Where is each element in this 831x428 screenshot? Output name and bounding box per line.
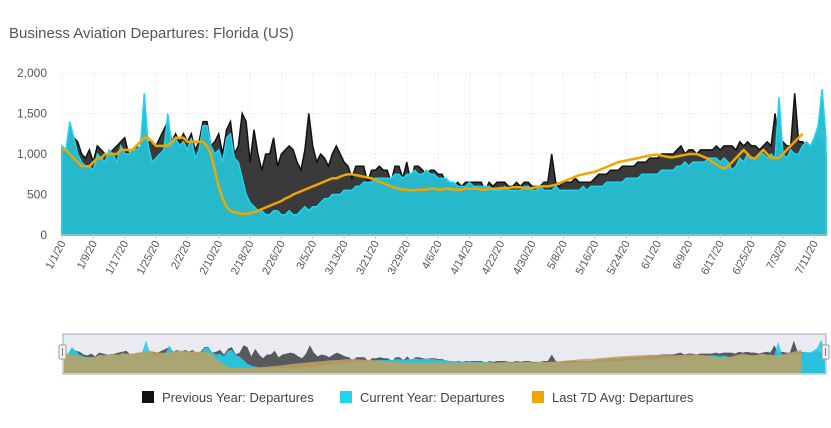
legend-swatch [340,391,352,403]
x-tick-label: 5/16/20 [574,239,602,277]
x-tick-label: 5/8/20 [545,239,570,272]
x-tick-label: 3/29/20 [386,239,414,277]
x-tick-label: 1/17/20 [104,239,132,277]
legend-label: Current Year: Departures [360,390,505,405]
y-tick-label: 1,000 [17,147,47,161]
x-tick-label: 4/22/20 [480,239,508,277]
legend-swatch [532,391,544,403]
navigator-series [64,339,825,373]
x-tick-label: 7/3/20 [765,239,790,272]
y-tick-label: 1,500 [17,107,47,121]
x-tick-label: 1/1/20 [44,239,69,272]
series-last-7d-avg [62,132,804,216]
legend: Previous Year: Departures Current Year: D… [142,390,694,405]
x-tick-label: 3/5/20 [294,239,319,272]
legend-item[interactable]: Previous Year: Departures [142,390,314,405]
y-axis: 0 500 1,000 1,500 2,000 [17,66,47,242]
x-tick-label: 6/25/20 [730,239,758,277]
series-current-year [61,89,827,236]
x-tick-label: 5/24/20 [605,239,633,277]
y-tick-label: 500 [27,188,47,202]
x-tick-label: 1/9/20 [75,239,100,272]
navigator-selection[interactable] [62,333,827,375]
x-tick-label: 2/18/20 [229,239,257,277]
x-tick-label: 4/6/20 [420,239,445,272]
legend-label: Last 7D Avg: Departures [552,390,694,405]
legend-label: Previous Year: Departures [162,390,314,405]
x-tick-label: 6/1/20 [639,239,664,272]
x-tick-label: 4/30/20 [511,239,539,277]
legend-swatch [142,391,154,403]
x-axis: 1/1/20 1/9/20 1/17/20 1/25/20 2/2/20 2/10/20 2… [44,235,821,277]
y-tick-label: 0 [40,228,47,242]
x-tick-label: 3/21/20 [354,239,382,277]
x-tick-label: 6/9/20 [671,239,696,272]
navigator-series-last-7d-avg [64,349,802,373]
x-tick-label: 3/13/20 [323,239,351,277]
legend-item[interactable]: Current Year: Departures [340,390,505,405]
x-tick-label: 6/17/20 [699,239,727,277]
x-tick-label: 2/10/20 [198,239,226,277]
x-tick-label: 2/2/20 [169,239,194,272]
plot-series [61,89,827,236]
chart-title: Business Aviation Departures: Florida (U… [9,25,294,42]
legend-item[interactable]: Last 7D Avg: Departures [532,390,694,405]
x-tick-label: 2/26/20 [260,239,288,277]
x-tick-label: 4/14/20 [448,239,476,277]
y-tick-label: 2,000 [17,66,47,80]
x-tick-label: 7/11/20 [793,239,820,276]
range-navigator[interactable] [58,333,830,375]
x-tick-label: 1/25/20 [135,239,163,277]
